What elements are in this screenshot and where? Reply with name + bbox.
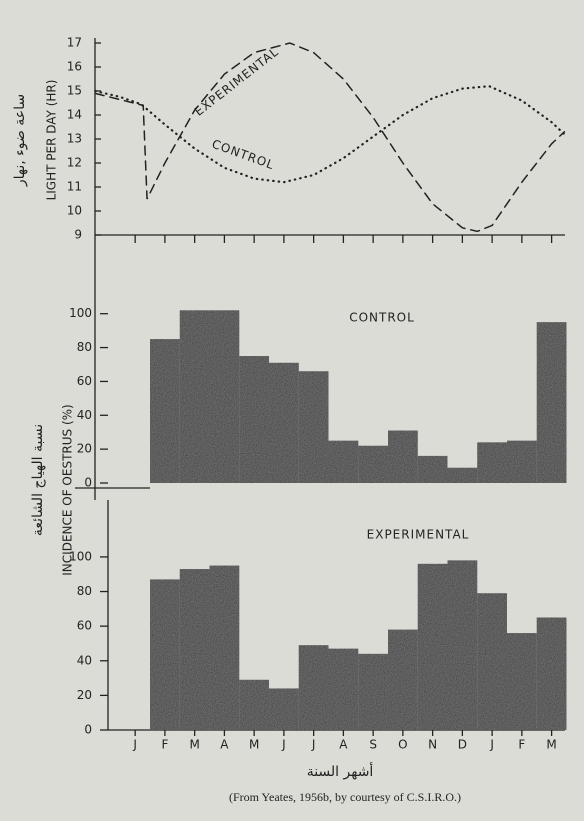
x-tick-label: A (339, 738, 348, 752)
y-tick-label: 15 (67, 84, 82, 98)
bar (298, 645, 329, 730)
y-tick-label: 14 (67, 108, 82, 122)
x-tick-label: N (428, 738, 437, 752)
bar (358, 445, 389, 483)
y-label-alt: ساعة ضوء ,نهار (12, 94, 28, 187)
chart-title: EXPERIMENTAL (367, 528, 470, 542)
bar (506, 440, 537, 483)
bar (328, 648, 359, 730)
series-label: CONTROL (210, 137, 276, 173)
series-label: EXPERIMENTAL (192, 44, 282, 118)
bar (477, 442, 507, 483)
x-tick-label: O (398, 738, 407, 752)
caption: (From Yeates, 1956b, by courtesy of C.S.… (229, 790, 461, 804)
y-label: LIGHT PER DAY (HR) (45, 80, 59, 201)
x-tick-label: M (249, 738, 259, 752)
bar (150, 339, 180, 483)
x-tick-label: M (546, 738, 556, 752)
y-tick-label: 100 (69, 549, 92, 563)
bar (150, 579, 180, 730)
series-line (94, 42, 566, 233)
y-tick-label: 9 (74, 228, 82, 242)
y-label: INCIDENCE OF OESTRUS (%) (61, 404, 75, 575)
y-tick-label: 16 (67, 60, 82, 74)
bar (388, 430, 418, 483)
bar (447, 467, 478, 483)
x-tick-label: J (489, 738, 494, 752)
x-tick-label: J (281, 738, 286, 752)
y-tick-label: 100 (69, 306, 92, 320)
y-tick-label: 40 (77, 653, 92, 667)
x-tick-label: S (369, 738, 377, 752)
bar (269, 688, 299, 730)
y-tick-label: 0 (84, 723, 92, 737)
y-tick-label: 80 (77, 584, 92, 598)
x-tick-label: J (132, 738, 137, 752)
bar (328, 440, 359, 483)
bar (239, 679, 270, 730)
bar (239, 356, 270, 483)
y-tick-label: 20 (77, 688, 92, 702)
bar (358, 653, 389, 730)
y-tick-label: 60 (77, 374, 92, 388)
y-label-alt: نسبة الهياج الشائعة (30, 424, 46, 536)
y-tick-label: 12 (67, 156, 82, 170)
bar (179, 310, 210, 483)
x-tick-label: D (458, 738, 467, 752)
x-tick-label: F (161, 738, 168, 752)
y-tick-label: 17 (67, 36, 82, 50)
y-tick-label: 40 (77, 408, 92, 422)
bar (506, 633, 537, 730)
y-tick-label: 80 (77, 340, 92, 354)
x-tick-label: A (220, 738, 229, 752)
y-tick-label: 60 (77, 619, 92, 633)
series-line (94, 85, 566, 184)
bar (209, 565, 240, 730)
bar (477, 593, 507, 730)
x-label: أشهر السنة (307, 762, 374, 780)
bar (536, 617, 567, 730)
x-tick-label: F (518, 738, 525, 752)
y-tick-label: 10 (67, 204, 82, 218)
bar (388, 629, 418, 730)
bar (179, 569, 210, 730)
y-tick-label: 11 (67, 180, 82, 194)
y-tick-label: 0 (84, 476, 92, 490)
bar (536, 322, 567, 483)
y-tick-label: 20 (77, 442, 92, 456)
chart-title: CONTROL (349, 311, 415, 325)
bar (447, 560, 478, 730)
bar (209, 310, 240, 483)
bar (417, 563, 448, 730)
x-tick-label: M (189, 738, 199, 752)
x-tick-label: J (311, 738, 316, 752)
bar (298, 371, 329, 483)
bar (417, 455, 448, 483)
y-tick-label: 13 (67, 132, 82, 146)
bar (269, 362, 299, 483)
